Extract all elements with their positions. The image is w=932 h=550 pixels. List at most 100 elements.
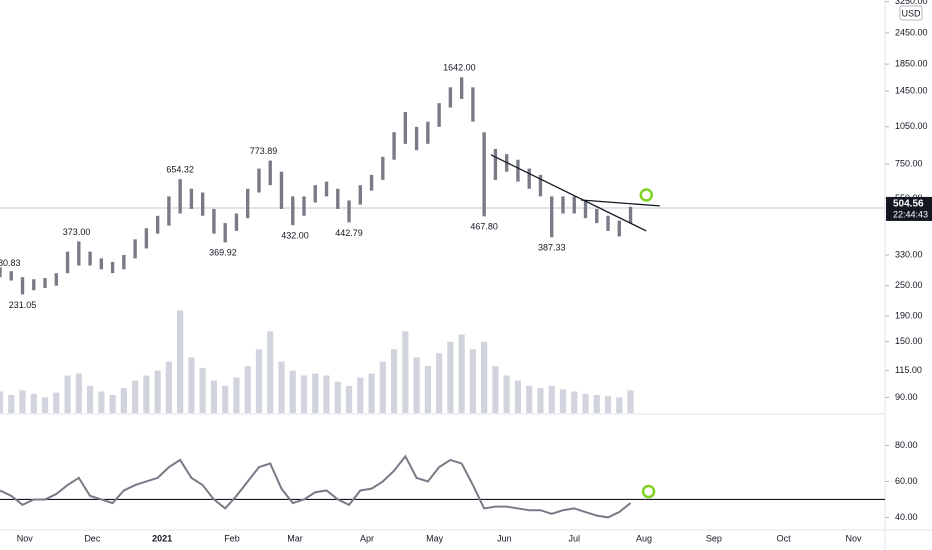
volume-bar [390,349,398,413]
volume-bar [109,394,116,413]
trendline [490,154,647,232]
currency: USD [901,8,921,18]
volume-bar [571,391,578,413]
y-tick-label: 2450.00 [895,27,928,37]
x-tick-label: 2021 [152,533,172,543]
volume-bar [537,388,544,413]
y-tick-label: 90.00 [895,392,918,402]
volume-bar [503,375,510,413]
x-tick-label: Nov [17,533,34,543]
volume-bar [267,331,274,413]
price-annotation: 369.92 [209,248,237,258]
x-tick-label: Jun [497,533,512,543]
volume-bar [345,385,353,413]
volume-bar [8,394,15,413]
volume-bar [222,385,229,413]
volume-bar [210,380,218,413]
volume-bar [357,377,364,413]
volume-bar [75,373,82,413]
last-price-box [886,196,932,221]
volume-bar [413,357,420,413]
price-annotation: 280.83 [0,258,21,268]
volume-bar [98,391,105,413]
volume-bar [379,361,386,413]
y-tick-label: 330.00 [895,249,923,259]
marker [641,484,656,499]
price-annotation: 231.05 [9,300,37,310]
trendline [580,199,660,207]
x-tick-label: May [426,533,444,543]
y-tick-label: 250.00 [895,280,923,290]
volume-bar [368,373,375,413]
volume-bar [165,361,172,413]
x-tick-label: Mar [287,533,303,543]
x-tick-label: Apr [360,533,374,543]
price-annotation: 387.33 [538,243,566,253]
x-tick-label: Nov [845,533,862,543]
price-annotation: 773.89 [250,146,278,156]
y-tick-label: 3250.00 [895,0,928,6]
y-tick-label: 115.00 [895,365,922,375]
volume-bar [481,341,488,413]
y-tick-label: 80.00 [895,440,918,450]
volume-bar [132,380,139,413]
y-tick-label: 1450.00 [895,85,928,95]
marker [639,188,654,202]
volume-bar [402,331,409,413]
volume-bar [53,392,60,413]
x-tick-label: Aug [636,533,652,543]
volume-bar [469,349,476,413]
volume-bar [526,385,533,413]
volume-bar [0,391,4,413]
volume-bar [424,366,431,413]
volume-bar [458,334,465,413]
volume-bar [447,341,454,413]
volume-bar [312,373,319,413]
volume-bar [41,397,49,413]
volume-bar [143,375,150,413]
currency-box[interactable] [899,5,923,21]
last-price-label: 504.56 [893,199,924,210]
price-annotation: 467.80 [470,222,498,232]
x-tick-label: Sep [706,533,722,543]
volume-bar [323,375,330,413]
y-tick-label: 1850.00 [895,58,928,68]
volume-bar [30,393,37,413]
volume-bar [514,380,522,413]
volume-bar [233,377,240,413]
volume-bar [289,370,296,413]
x-tick-label: Dec [84,533,101,543]
y-tick-label: 1050.00 [895,121,928,131]
volume-bar [188,357,195,413]
volume-bar [244,366,251,413]
y-tick-label: 190.00 [895,310,923,320]
y-tick-label: 750.00 [895,158,923,168]
volume-bar [627,390,634,413]
price-annotation: 442.79 [335,228,363,238]
volume-bar [548,385,555,413]
volume-bar [604,396,612,413]
volume-bar [300,375,308,413]
volume-bar [177,310,184,413]
x-tick-label: Feb [224,533,240,543]
volume-bar [593,394,600,413]
volume-bar [492,366,499,413]
y-tick-label: 60.00 [895,476,918,486]
volume-bar [582,393,589,413]
price-annotation: 432.00 [281,231,309,241]
x-tick-label: Oct [777,533,792,543]
volume-bar [64,375,71,413]
indicator-line [0,454,632,519]
volume-bar [559,389,567,413]
price-annotation: 373.00 [63,227,91,237]
price-annotation: 1642.00 [443,63,476,73]
price-annotation: 654.32 [166,165,194,175]
volume-bar [86,385,94,413]
y-tick-label: 150.00 [895,336,923,346]
x-tick-label: Jul [568,533,580,543]
volume-bar [154,370,161,413]
volume-bar [120,388,127,413]
volume-bar [616,397,623,413]
